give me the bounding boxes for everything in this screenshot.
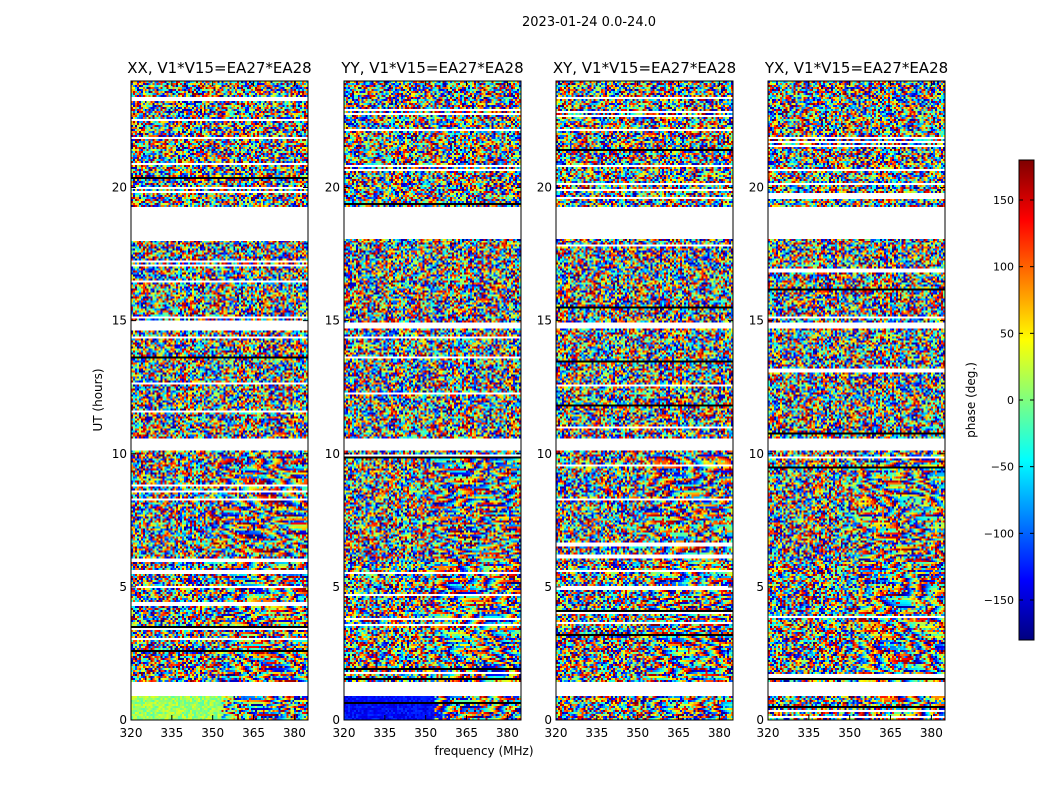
colorbar-tick-label: 150 (993, 194, 1014, 207)
panel-frame (555, 80, 734, 721)
x-tick-label: 350 (414, 726, 437, 740)
x-tick-label: 380 (708, 726, 731, 740)
phase-waterfall-image (131, 81, 308, 720)
panel-frame (767, 80, 946, 721)
y-tick-label: 15 (749, 314, 764, 328)
y-tick-label: 5 (332, 580, 340, 594)
x-tick-label: 350 (626, 726, 649, 740)
phase-waterfall-image (344, 81, 521, 720)
y-tick-label: 20 (537, 181, 552, 195)
y-tick-label: 10 (112, 447, 127, 461)
x-tick-label: 320 (545, 726, 568, 740)
y-tick-label: 0 (119, 713, 127, 727)
y-tick-label: 15 (537, 314, 552, 328)
x-tick-label: 380 (283, 726, 306, 740)
y-tick-label: 5 (119, 580, 127, 594)
y-tick-label: 5 (756, 580, 764, 594)
x-tick-label: 365 (667, 726, 690, 740)
x-tick-label: 380 (920, 726, 943, 740)
panel-xx: XX, V1*V15=EA27*EA28 320 335 350 365 380 0 5 10 1… (112, 59, 312, 740)
y-tick-label: 20 (325, 181, 340, 195)
x-tick-label: 320 (757, 726, 780, 740)
colorbar-tick-label: −50 (991, 461, 1014, 474)
x-tick-label: 350 (838, 726, 861, 740)
x-tick-label: 365 (242, 726, 265, 740)
colorbar-tick-label: 50 (1000, 327, 1014, 340)
panel-yx: YX, V1*V15=EA27*EA28 320 335 350 365 380 0 5 10 1… (749, 59, 948, 740)
colorbar-label: phase (deg.) (964, 362, 978, 438)
y-tick-label: 10 (325, 447, 340, 461)
y-tick-label: 0 (332, 713, 340, 727)
figure-suptitle: 2023-01-24 0.0-24.0 (522, 15, 656, 30)
panel-yy: YY, V1*V15=EA27*EA28 320 335 350 365 380 0 5 10 1… (325, 59, 524, 740)
x-tick-label: 335 (585, 726, 608, 740)
y-tick-label: 5 (544, 580, 552, 594)
x-tick-label: 335 (160, 726, 183, 740)
y-axis-label: UT (hours) (91, 368, 105, 431)
x-tick-label: 365 (879, 726, 902, 740)
y-tick-label: 10 (537, 447, 552, 461)
colorbar: −150 −100 −50 0 50 100 150 phase (deg.) (964, 159, 1035, 641)
colorbar-tick-label: −150 (984, 594, 1014, 607)
panel-title: YY, V1*V15=EA27*EA28 (340, 59, 523, 77)
y-tick-label: 0 (544, 713, 552, 727)
x-tick-label: 365 (455, 726, 478, 740)
panel-frame (130, 80, 309, 721)
colorbar-tick-label: 100 (993, 261, 1014, 274)
y-tick-label: 20 (749, 181, 764, 195)
panel-xy: XY, V1*V15=EA27*EA28 320 335 350 365 380 0 5 10 1… (537, 59, 736, 740)
panel-title: XX, V1*V15=EA27*EA28 (127, 59, 311, 77)
x-tick-label: 335 (797, 726, 820, 740)
panels-group: XX, V1*V15=EA27*EA28 320 335 350 365 380 0 5 10 1… (112, 59, 948, 740)
x-tick-label: 320 (120, 726, 143, 740)
x-tick-label: 335 (373, 726, 396, 740)
colorbar-tick-label: −100 (984, 527, 1014, 540)
panel-frame (343, 80, 522, 721)
panel-title: YX, V1*V15=EA27*EA28 (764, 59, 948, 77)
x-tick-label: 320 (333, 726, 356, 740)
y-tick-label: 20 (112, 181, 127, 195)
y-tick-label: 15 (325, 314, 340, 328)
phase-waterfall-image (768, 81, 945, 720)
x-tick-label: 350 (201, 726, 224, 740)
y-tick-label: 0 (756, 713, 764, 727)
colorbar-tick-label: 0 (1007, 394, 1014, 407)
x-axis-label: frequency (MHz) (434, 744, 533, 758)
phase-waterfall-image (556, 81, 733, 720)
y-tick-label: 10 (749, 447, 764, 461)
panel-title: XY, V1*V15=EA27*EA28 (553, 59, 736, 77)
y-tick-label: 15 (112, 314, 127, 328)
x-tick-label: 380 (496, 726, 519, 740)
